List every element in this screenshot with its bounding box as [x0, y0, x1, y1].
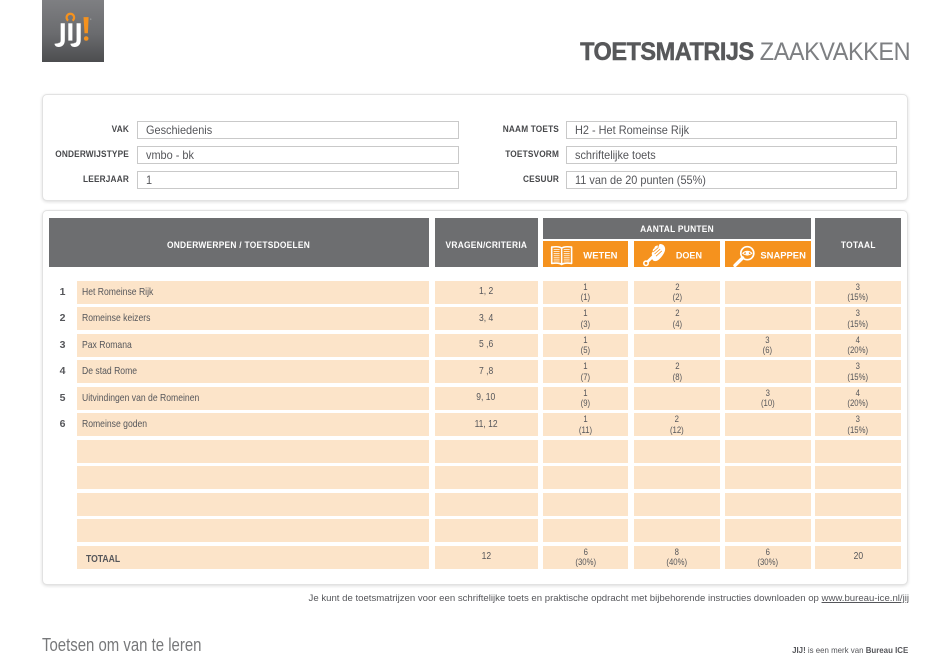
- svg-text:DOEN: DOEN: [676, 250, 702, 260]
- svg-text:WETEN: WETEN: [583, 250, 617, 260]
- svg-text:SNAPPEN: SNAPPEN: [760, 250, 806, 260]
